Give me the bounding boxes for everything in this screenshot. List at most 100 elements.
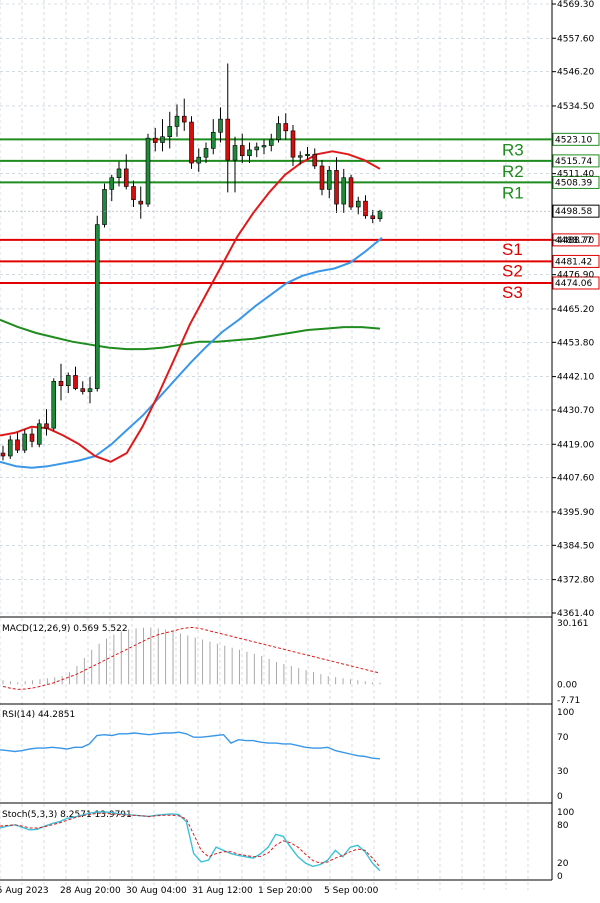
time-axis: 25 Aug 2023 28 Aug 20:00 30 Aug 04:00 31 Au…: [0, 886, 379, 896]
candle-body: [377, 210, 383, 220]
grid: [0, 0, 553, 890]
price-tick-label: 4465.20: [557, 305, 594, 315]
level-price-tag: [552, 276, 600, 290]
stoch-axis-label: 100: [557, 808, 574, 818]
price-tick-label: 4546.20: [557, 68, 594, 78]
price-tick-label: 4511.40: [557, 170, 594, 180]
candle-body: [152, 137, 158, 143]
price-tick-label: 4557.60: [557, 34, 594, 44]
candle-body: [355, 200, 361, 208]
macd-axis-label: -7.71: [557, 696, 580, 706]
ma-blue-line: [0, 237, 383, 469]
level-label-s2: S2: [502, 261, 523, 280]
price-tick-label: 4395.90: [557, 508, 594, 518]
level-label-r3: R3: [502, 140, 524, 159]
rsi-panel: RSI(14) 44.2851 100 70 30 0: [0, 708, 574, 802]
candle-body: [341, 177, 347, 205]
candle-body: [7, 439, 13, 457]
price-tick-label: 4569.30: [557, 0, 594, 10]
candle-body: [319, 165, 325, 190]
candlesticks: [0, 63, 383, 461]
candle-body: [247, 149, 252, 157]
level-price-tag-text: 4474.06: [555, 279, 592, 289]
candle-body: [29, 433, 35, 442]
price-tick-label: 4419.00: [557, 440, 594, 450]
candle-body: [94, 224, 100, 389]
level-price-tag-text: 4523.10: [555, 135, 592, 145]
candle-body: [297, 155, 303, 158]
rsi-axis-label: 100: [557, 708, 574, 718]
candle-body: [73, 375, 78, 389]
candle-body: [167, 126, 173, 137]
candle-body: [0, 452, 6, 457]
candle-body: [363, 200, 368, 217]
level-price-tag: [552, 154, 600, 168]
candle-body: [283, 123, 289, 132]
time-axis-label: 30 Aug 04:00: [126, 886, 187, 896]
candle-body: [15, 439, 20, 451]
candle-body: [181, 115, 187, 123]
macd-axis-label: 30.161: [557, 619, 589, 629]
candle-body: [189, 121, 194, 164]
rsi-axis-label: 30: [557, 767, 569, 777]
candle-body: [225, 118, 231, 161]
level-price-tag-text: 4488.77: [555, 236, 592, 246]
candle-body: [196, 156, 202, 164]
macd-title: MACD(12,26,9) 0.569 5.522: [2, 624, 128, 634]
candle-body: [334, 170, 339, 205]
candle-body: [22, 433, 28, 451]
candle-body: [203, 148, 209, 158]
candle-body: [131, 186, 136, 200]
stoch-title: Stoch(5,3,3) 8.2571 13.9791: [2, 810, 132, 820]
candle-body: [87, 388, 93, 392]
candle-body: [160, 136, 165, 143]
support-resistance-levels: R3 4523.10 R2 4515.74 R1 4508.39 S1 4488.77 S2 44…: [0, 132, 600, 302]
price-tick-label: 4442.10: [557, 373, 594, 383]
candle-body: [348, 177, 354, 208]
candle-body: [102, 189, 107, 225]
level-price-tag-text: 4515.74: [555, 157, 592, 167]
price-tick-label: 4430.70: [557, 406, 594, 416]
level-label-r2: R2: [502, 162, 524, 181]
level-price-tag-text: 4481.42: [555, 257, 592, 267]
time-axis-label: 1 Sep 20:00: [258, 886, 313, 896]
candle-body: [326, 170, 332, 190]
candle-body: [370, 215, 376, 220]
price-tick-label: 4372.80: [557, 576, 594, 586]
price-tick-label: 4453.80: [557, 338, 594, 348]
stoch-k-line: [0, 811, 381, 872]
candle-body: [268, 139, 274, 146]
candle-body: [276, 123, 281, 140]
candle-body: [138, 200, 144, 205]
candle-body: [109, 177, 115, 190]
stoch-panel: Stoch(5,3,3) 8.2571 13.9791 100 80 20 0: [0, 808, 574, 882]
price-tick-label: 4534.50: [557, 102, 594, 112]
level-price-tag: [552, 254, 600, 268]
rsi-title: RSI(14) 44.2851: [2, 710, 75, 720]
rsi-axis-label: 70: [557, 733, 569, 743]
rsi-axis-label: 0: [557, 792, 563, 802]
stoch-d-line: [0, 812, 381, 868]
price-tick-label: 4488.70: [557, 236, 594, 246]
candle-body: [254, 146, 260, 151]
candle-body: [312, 153, 318, 167]
macd-panel: MACD(12,26,9) 0.569 5.522 30.161 0.00 -7.71: [2, 619, 589, 706]
candle-body: [36, 423, 42, 445]
candle-body: [239, 145, 245, 157]
candle-body: [65, 375, 71, 386]
stoch-axis-label: 80: [557, 821, 569, 831]
candle-body: [44, 423, 49, 429]
candle-body: [51, 380, 57, 429]
candle-body: [80, 388, 86, 392]
price-tick-label: 4384.50: [557, 541, 594, 551]
current-price-label: 4498.58: [555, 207, 592, 217]
time-axis-label: 5 Sep 00:00: [324, 886, 379, 896]
rsi-line: [0, 731, 381, 760]
candle-body: [232, 145, 238, 161]
candle-body: [174, 115, 180, 127]
macd-axis-label: 0.00: [557, 680, 577, 690]
candle-body: [123, 168, 129, 187]
price-tick-label: 4361.40: [557, 609, 594, 619]
candle-body: [290, 130, 296, 158]
